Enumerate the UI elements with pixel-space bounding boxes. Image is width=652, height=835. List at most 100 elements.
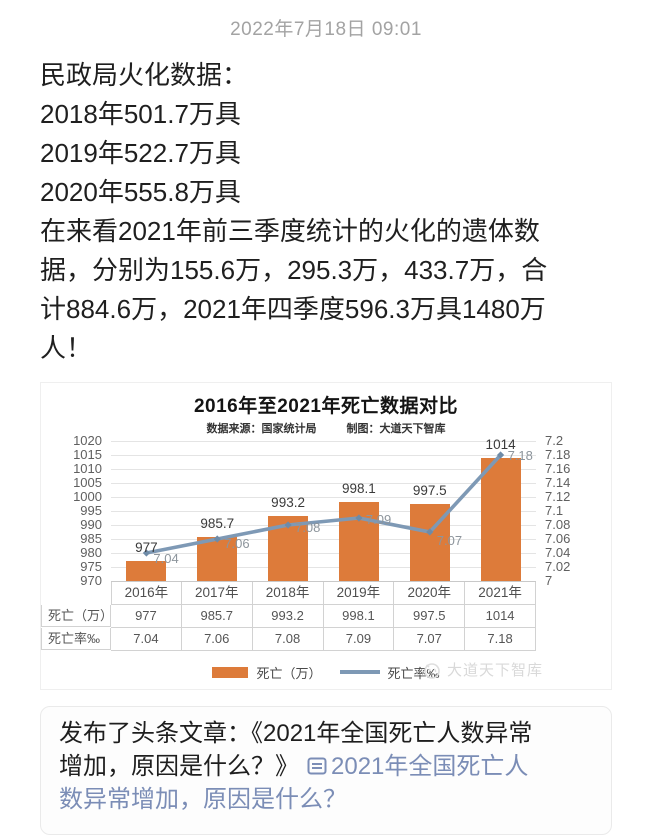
left-axis-tick-label: 985 <box>80 531 102 546</box>
bar-legend-swatch-icon <box>212 666 249 678</box>
year-label: 2019年 <box>323 581 395 605</box>
table-row-header: 死亡（万） <box>41 605 113 627</box>
right-axis-tick-label: 7.16 <box>545 461 571 476</box>
year-label: 2021年 <box>465 581 536 605</box>
line-point-marker <box>213 535 221 543</box>
left-axis-tick-label: 1020 <box>73 433 102 448</box>
line-point-marker <box>426 528 434 536</box>
right-axis-tick-label: 7.14 <box>545 475 571 490</box>
line-legend-swatch-icon <box>339 670 380 674</box>
table-value-cell: 997.5 <box>394 605 466 628</box>
year-label: 2018年 <box>252 581 324 605</box>
year-label: 2020年 <box>394 581 466 605</box>
post-body-line: 计884.6万，2021年四季度596.3万具1480万 <box>40 294 546 324</box>
watermark-logo-icon <box>424 662 440 679</box>
right-axis-tick-label: 7.08 <box>545 517 571 532</box>
death-count-bar <box>480 457 521 581</box>
post-page: 2022年7月18日 09:01 民政局火化数据： 2018年501.7万具 2… <box>40 19 612 835</box>
table-value-cell: 7.09 <box>323 628 395 651</box>
legend-row: 死亡（万） 死亡率‰ 大道天下智库 <box>41 657 611 687</box>
left-axis-tick-label: 1010 <box>73 461 102 476</box>
left-axis-tick-label: 1015 <box>73 447 102 462</box>
gridline <box>111 567 536 568</box>
bar-value-label: 997.5 <box>412 483 447 498</box>
gridline <box>111 553 536 554</box>
line-legend-label: 死亡率‰ <box>387 665 440 681</box>
gridline <box>111 497 536 498</box>
table-value-cell: 998.1 <box>323 605 395 628</box>
death-count-bar <box>197 537 238 581</box>
line-value-label: 7.07 <box>436 533 463 548</box>
death-count-bar <box>126 561 167 581</box>
post-body: 民政局火化数据： 2018年501.7万具 2019年522.7万具 2020年… <box>40 56 612 368</box>
line-value-label: 7.08 <box>295 520 321 535</box>
left-axis-tick-label: 1000 <box>73 489 102 504</box>
post-body-line: 据，分别为155.6万，295.3万，433.7万，合 <box>40 255 548 285</box>
line-point-marker <box>142 549 151 557</box>
right-axis-tick-label: 7.1 <box>545 503 564 518</box>
table-value-cell: 1014 <box>465 605 536 628</box>
table-value-cell: 7.07 <box>394 628 466 651</box>
bar-value-label: 998.1 <box>342 481 376 497</box>
right-axis-tick-label: 7.04 <box>545 545 571 560</box>
line-value-label: 7.09 <box>365 512 392 527</box>
left-axis-tick-label: 1005 <box>73 475 102 490</box>
plot-area: 977 985.7 993.2 998.1 997.5 1014 7.04 7.06 7.08 7… <box>111 437 536 582</box>
right-axis-tick-label: 7.2 <box>545 433 564 448</box>
chart-subtitle: 数据来源：国家统计局 制图：大道天下智库 <box>41 420 611 436</box>
article-share-card[interactable]: 发布了头条文章：《2021年全国死亡人数异常增加，原因是什么？》 2021年全国… <box>40 706 612 835</box>
chart-data-table: 2016年 2017年 2018年 2019年 2020年 2021年死亡（万） 977 98… <box>41 581 611 651</box>
post-body-line: 2018年501.7万具 <box>40 99 241 129</box>
left-axis-tick-label: 995 <box>80 503 102 518</box>
article-icon <box>307 757 327 775</box>
post-body-line: 民政局火化数据： <box>40 60 249 90</box>
chart-source-label: 数据来源：国家统计局 <box>206 423 317 435</box>
right-axis-tick-label: 7.18 <box>545 447 571 462</box>
table-gutter-cell <box>536 628 611 650</box>
bar-value-label: 985.7 <box>200 516 235 531</box>
table-value-cell: 985.7 <box>181 605 253 628</box>
table-value-cell: 7.04 <box>111 628 182 651</box>
right-axis-tick-label: 7 <box>545 573 553 588</box>
table-value-cell: 7.18 <box>465 628 536 651</box>
table-value-cell: 993.2 <box>252 605 324 628</box>
right-axis: 7.2 7.18 7.16 7.14 7.12 7.1 7.08 7.06 7.04 7.02 7 <box>536 433 611 588</box>
watermark: 大道天下智库 <box>422 659 543 680</box>
chart-card: 2016年至2021年死亡数据对比 数据来源：国家统计局 制图：大道天下智库 1… <box>40 382 612 690</box>
left-axis-tick-label: 970 <box>80 573 102 588</box>
death-rate-line <box>142 451 505 557</box>
line-value-label: 7.06 <box>224 536 250 551</box>
post-body-line: 人！ <box>40 333 93 363</box>
right-axis-tick-label: 7.02 <box>545 559 571 574</box>
line-point-marker <box>284 521 292 529</box>
right-axis-tick-label: 7.12 <box>545 489 571 504</box>
gridline <box>111 455 536 456</box>
watermark-text: 大道天下智库 <box>446 662 543 679</box>
gridline <box>111 469 536 470</box>
chart-plot-block: 1020 1015 1010 1005 1000 995 990 985 980 975 970 9… <box>41 433 611 588</box>
bar-value-label: 993.2 <box>271 495 305 510</box>
chart-credit-label: 制图：大道天下智库 <box>346 423 446 435</box>
article-share-prefix: 发布了头条文章：《2021年全国死亡人数异常增加，原因是什么？》 <box>59 720 533 780</box>
bar-value-label: 1014 <box>485 436 516 452</box>
table-value-cell: 7.08 <box>252 628 324 651</box>
year-label: 2017年 <box>181 581 253 605</box>
table-value-cell: 977 <box>111 605 182 628</box>
line-point-marker <box>496 451 505 459</box>
gridline <box>111 483 536 484</box>
table-gutter-cell <box>536 605 611 627</box>
left-axis-tick-label: 980 <box>80 545 102 560</box>
bar-legend-label: 死亡（万） <box>256 665 322 681</box>
table-value-cell: 7.06 <box>181 628 253 651</box>
table-row-header: 死亡率‰ <box>41 628 111 650</box>
year-label: 2016年 <box>111 581 182 605</box>
gridline <box>111 525 536 526</box>
bar-value-label: 977 <box>135 540 158 556</box>
line-value-label: 7.04 <box>153 551 179 566</box>
post-body-line: 2020年555.8万具 <box>40 177 241 207</box>
post-timestamp: 2022年7月18日 09:01 <box>230 19 422 40</box>
left-axis: 1020 1015 1010 1005 1000 995 990 985 980 975 970 <box>41 433 111 588</box>
gridline <box>111 511 536 512</box>
gridline <box>111 441 536 442</box>
gridline <box>111 539 536 540</box>
